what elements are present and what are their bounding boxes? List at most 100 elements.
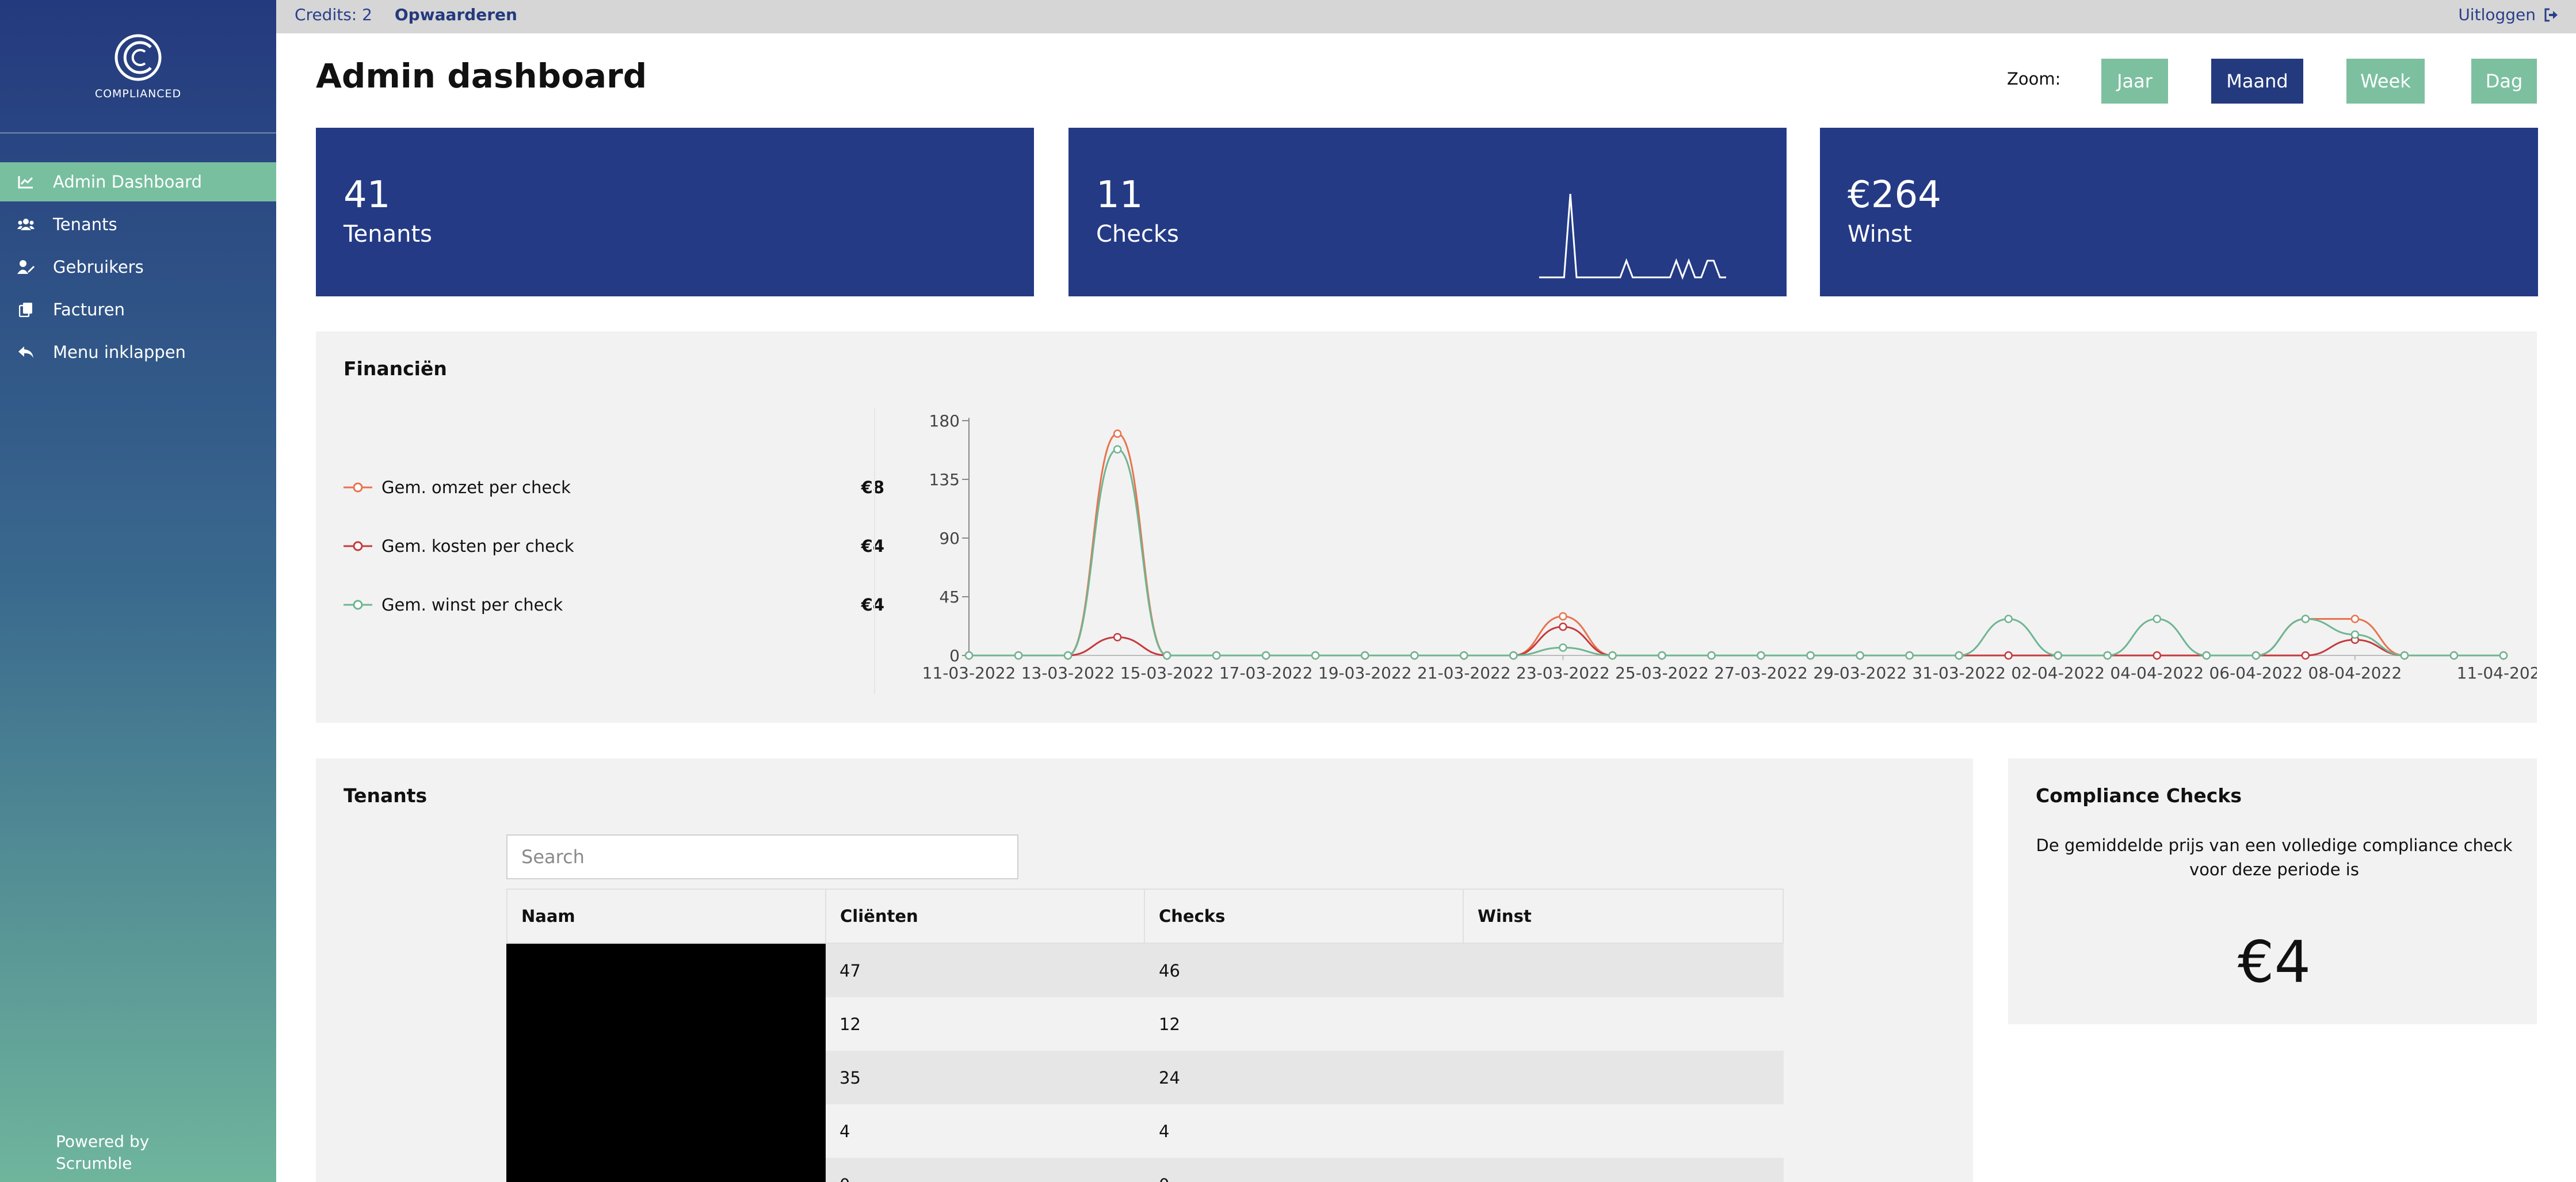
table-row[interactable]: 4 4 — [506, 1104, 1784, 1158]
y-tick-label: 180 — [929, 411, 960, 430]
cell-checks: 46 — [1159, 960, 1180, 981]
kpi-label: Tenants — [344, 221, 432, 247]
column-header-clienten[interactable]: Cliënten — [826, 890, 1145, 943]
data-point — [2054, 651, 2062, 660]
cell-winst — [1464, 1158, 1784, 1182]
cell-clienten: 47 — [839, 960, 861, 981]
x-tick-label: 13-03-2022 — [1021, 664, 1115, 682]
data-point — [2350, 615, 2360, 623]
logo-text: COMPLIANCED — [94, 87, 182, 100]
data-point — [1063, 651, 1073, 660]
zoom-year-button[interactable]: Jaar — [2101, 59, 2168, 104]
sidebar: COMPLIANCED Admin Dashboard Tenants Gebr… — [0, 0, 276, 1182]
column-header-checks[interactable]: Checks — [1145, 890, 1464, 943]
data-point — [2350, 630, 2360, 639]
topup-link[interactable]: Opwaarderen — [394, 5, 517, 24]
column-header-winst[interactable]: Winst — [1478, 906, 1532, 926]
brand-logo[interactable]: COMPLIANCED — [0, 29, 276, 104]
legend-item-winst[interactable]: Gem. winst per check €4 — [344, 593, 884, 616]
data-point — [1311, 651, 1320, 660]
sidebar-item-label: Facturen — [53, 300, 125, 319]
data-point — [2301, 615, 2310, 623]
sidebar-divider — [0, 132, 276, 134]
column-header-naam[interactable]: Naam — [507, 890, 826, 943]
cell-clienten: 4 — [839, 1121, 850, 1141]
zoom-month-button[interactable]: Maand — [2211, 59, 2303, 104]
data-point — [1361, 651, 1369, 660]
data-point — [2301, 651, 2310, 660]
data-point — [2153, 615, 2162, 623]
tenants-table: Naam Cliënten Checks Winst 47 46 12 12 3… — [506, 889, 1784, 1182]
x-tick-label: 21-03-2022 — [1417, 664, 1511, 682]
cell-naam-redacted — [506, 997, 826, 1051]
data-point — [2400, 651, 2409, 660]
data-point — [1707, 651, 1716, 660]
data-point — [1113, 429, 1122, 438]
data-point — [1212, 651, 1221, 660]
credits-count: Credits: 2 — [295, 5, 372, 24]
zoom-week-button[interactable]: Week — [2346, 59, 2425, 104]
x-tick-label: 25-03-2022 — [1615, 664, 1709, 682]
credits-area: Credits: 2 Opwaarderen — [295, 5, 517, 24]
kpi-label: Checks — [1096, 221, 1179, 247]
kpi-card-checks: 11 Checks — [1068, 128, 1787, 296]
cell-winst — [1464, 1104, 1784, 1158]
data-point — [2202, 651, 2211, 660]
search-input[interactable] — [506, 834, 1018, 879]
compliance-panel: Compliance Checks De gemiddelde prijs va… — [2008, 758, 2537, 1024]
data-point — [2251, 651, 2261, 660]
table-row[interactable]: 12 12 — [506, 997, 1784, 1051]
cell-checks: 0 — [1145, 1158, 1464, 1182]
cell-checks: 4 — [1159, 1121, 1170, 1141]
sidebar-item-admin-dashboard[interactable]: Admin Dashboard — [0, 162, 276, 201]
cell-winst — [1464, 944, 1784, 997]
legend-marker-omzet — [344, 482, 372, 493]
finance-line-chart: 0 45 90 135 180 11-03-2022 13-03-2022 15-03-202… — [922, 411, 2537, 682]
sidebar-nav: Admin Dashboard Tenants Gebruikers Factu… — [0, 162, 276, 375]
legend-item-kosten[interactable]: Gem. kosten per check €4 — [344, 535, 884, 558]
user-edit-icon — [17, 258, 35, 276]
zoom-day-button[interactable]: Dag — [2471, 59, 2537, 104]
y-tick-label: 135 — [929, 470, 960, 489]
cell-naam-redacted — [506, 944, 826, 997]
table-body: 47 46 12 12 35 24 4 4 0 0 — [506, 944, 1784, 1182]
sign-out-icon — [2544, 8, 2558, 21]
x-tick-label: 02-04-2022 — [2011, 664, 2105, 682]
sidebar-item-facturen[interactable]: Facturen — [0, 290, 276, 329]
sidebar-item-label: Admin Dashboard — [53, 172, 202, 192]
kpi-value: 11 — [1096, 174, 1143, 216]
data-point — [1806, 651, 1815, 660]
series-line-2 — [968, 448, 2504, 657]
finance-divider — [874, 407, 875, 694]
powered-by[interactable]: Powered by Scrumble — [56, 1131, 149, 1175]
legend-value: €4 — [861, 595, 884, 615]
data-point — [1113, 633, 1122, 642]
cell-checks: 24 — [1159, 1067, 1180, 1088]
logout-label: Uitloggen — [2458, 5, 2536, 24]
data-point — [1905, 651, 1914, 660]
kpi-value: 41 — [344, 174, 391, 216]
top-bar: Credits: 2 Opwaarderen Uitloggen — [276, 0, 2576, 33]
legend-item-omzet[interactable]: Gem. omzet per check €8 — [344, 476, 884, 499]
sidebar-item-tenants[interactable]: Tenants — [0, 205, 276, 244]
table-row[interactable]: 47 46 — [506, 944, 1784, 997]
sidebar-item-gebruikers[interactable]: Gebruikers — [0, 247, 276, 287]
table-row[interactable]: 0 0 — [506, 1158, 1784, 1182]
data-point — [1559, 612, 1567, 621]
table-header: Naam Cliënten Checks Winst — [506, 889, 1784, 944]
x-tick-label: 15-03-2022 — [1120, 664, 1214, 682]
logout-link[interactable]: Uitloggen — [2458, 5, 2559, 24]
copy-icon — [17, 301, 35, 318]
cell-winst — [1464, 1051, 1784, 1104]
cell-clienten: 35 — [839, 1067, 861, 1088]
series-line-1 — [968, 626, 2504, 657]
finance-title: Financiën — [344, 357, 447, 380]
legend-marker-winst — [344, 600, 372, 610]
reply-icon — [17, 344, 35, 361]
tenants-title: Tenants — [344, 784, 428, 807]
table-row[interactable]: 35 24 — [506, 1051, 1784, 1104]
legend-value: €4 — [861, 536, 884, 556]
sidebar-item-menu-inklappen[interactable]: Menu inklappen — [0, 333, 276, 372]
sidebar-item-label: Gebruikers — [53, 257, 144, 277]
data-point — [1757, 651, 1765, 660]
